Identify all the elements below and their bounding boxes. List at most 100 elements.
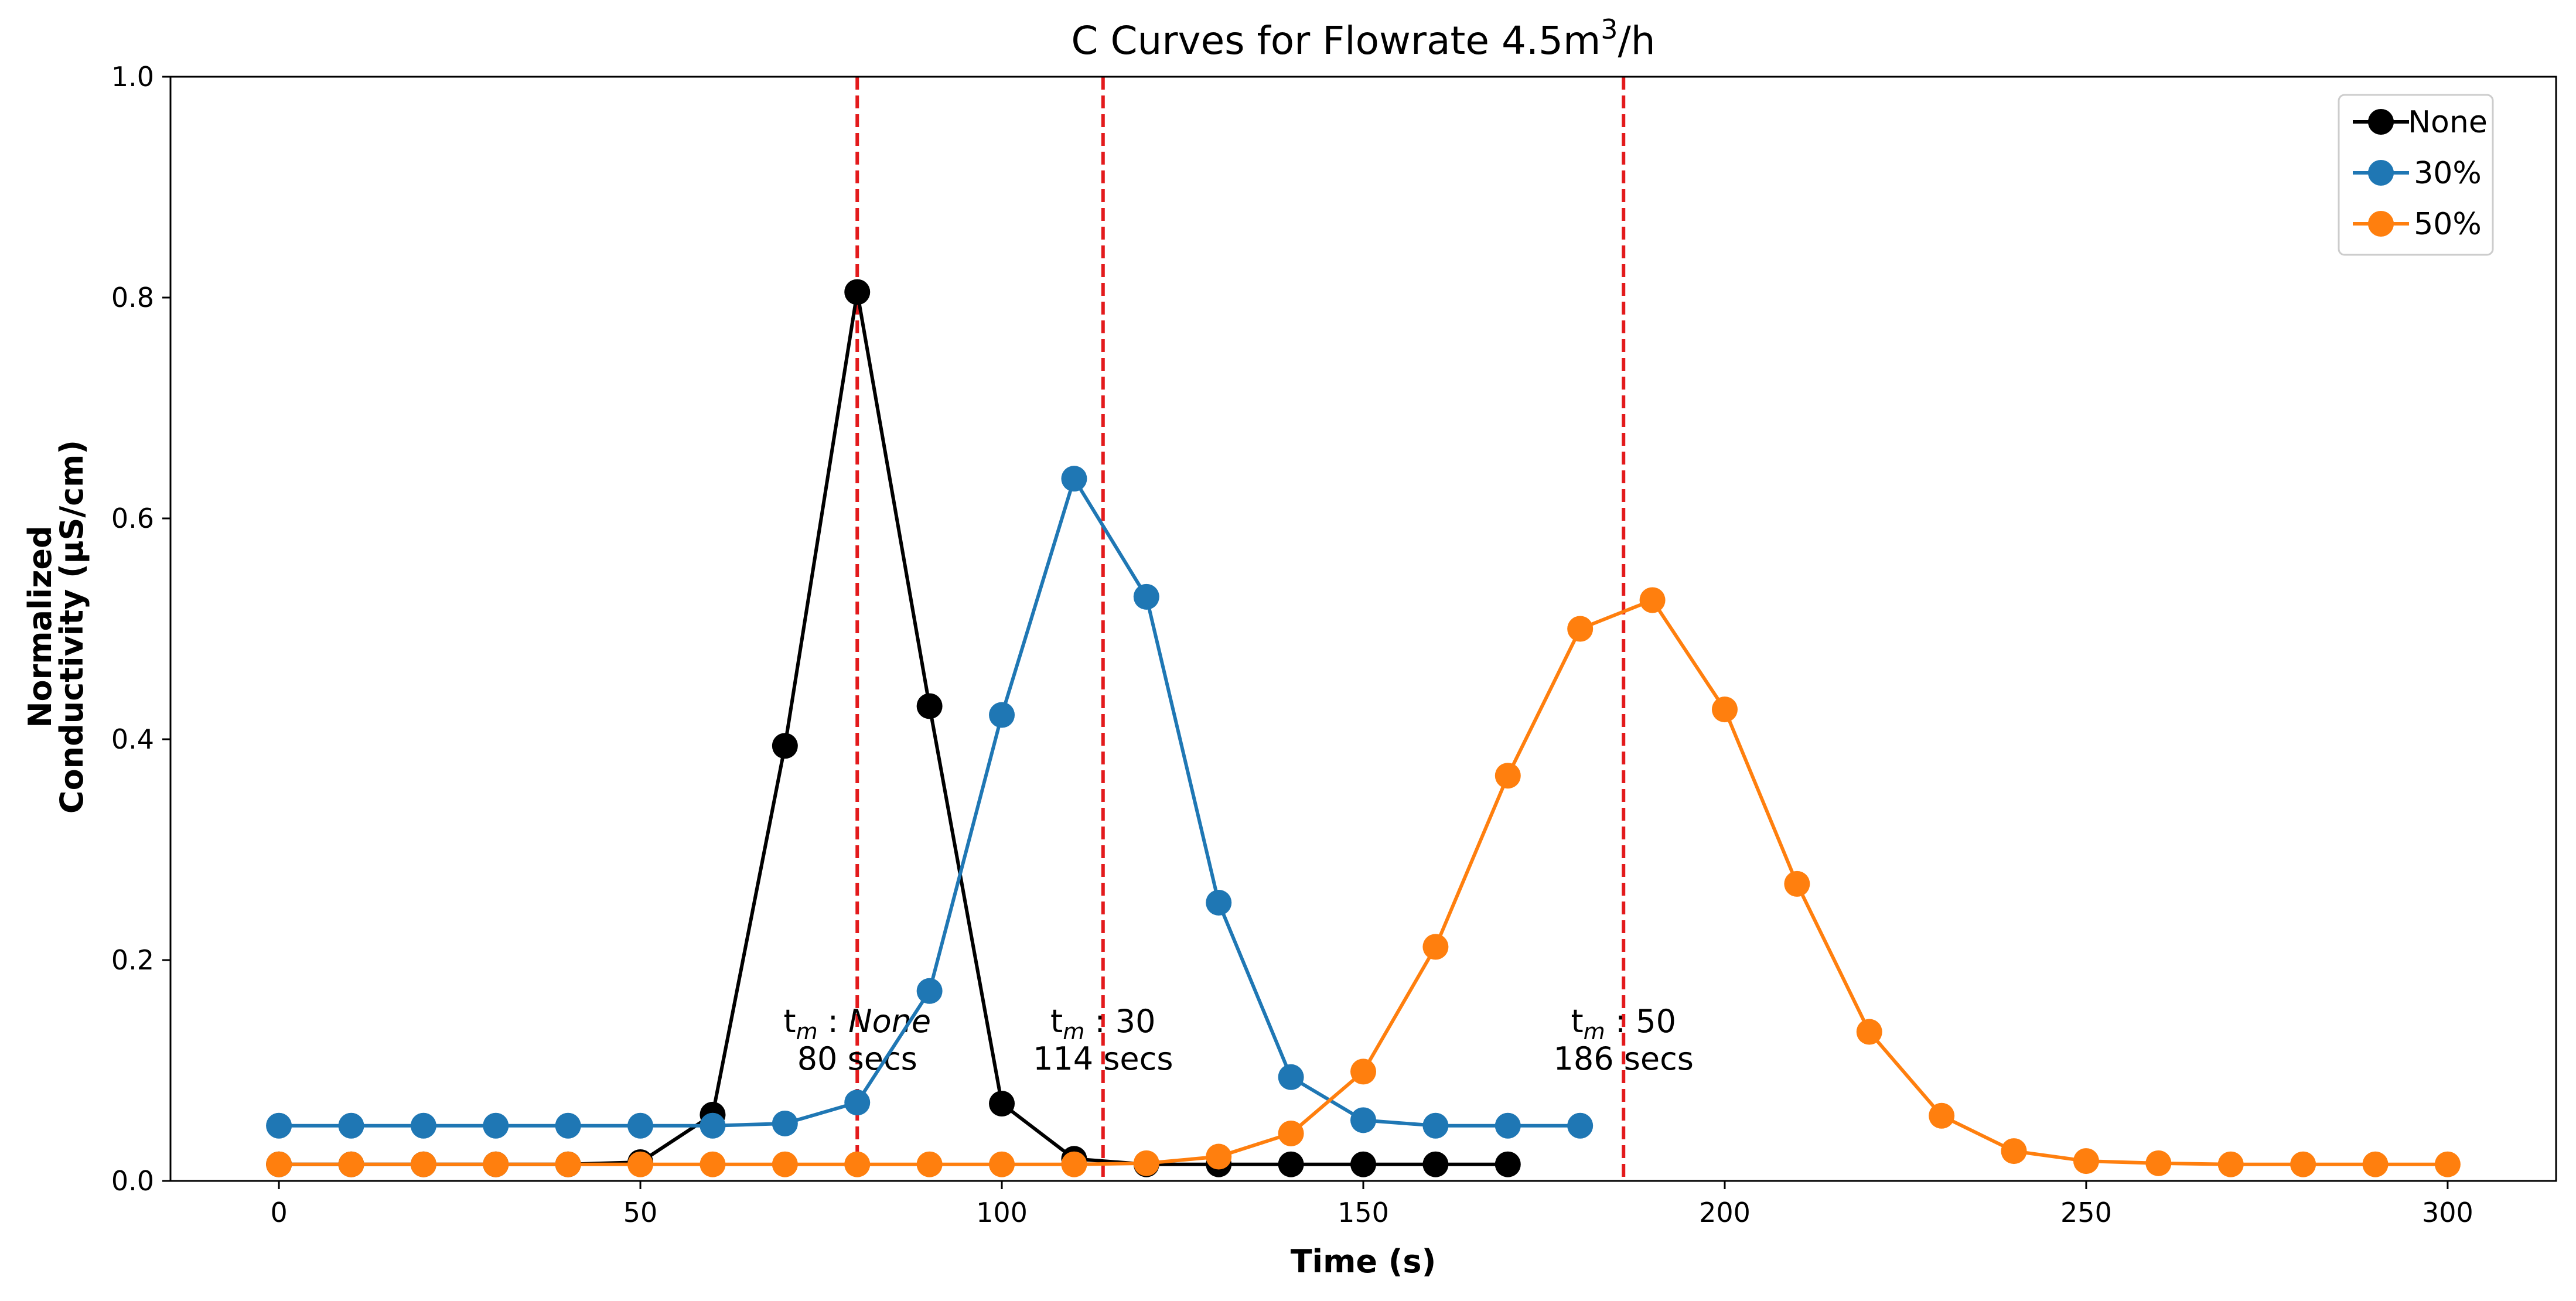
data-point — [700, 1112, 726, 1139]
y-tick-label: 0.0 — [111, 1165, 154, 1197]
tm-label-separator: : — [818, 1003, 849, 1040]
data-point — [266, 1151, 292, 1177]
data-point — [555, 1151, 581, 1177]
data-point — [1422, 934, 1449, 960]
data-point — [2073, 1148, 2099, 1174]
y-tick-label: 1.0 — [111, 61, 154, 93]
data-point — [1133, 1150, 1159, 1176]
data-point — [2362, 1151, 2389, 1177]
data-point — [1278, 1151, 1304, 1177]
tm-label-line1: tm : 50 — [1571, 1003, 1676, 1044]
data-point — [2001, 1138, 2027, 1165]
data-point — [410, 1151, 436, 1177]
tm-label-line2: 186 secs — [1554, 1040, 1694, 1077]
data-point — [989, 702, 1015, 728]
data-point — [989, 1091, 1015, 1117]
chart-title-main: C Curves for Flowrate 4.5m — [1071, 18, 1601, 63]
x-axis-label: Time (s) — [1291, 1243, 1437, 1280]
data-point — [989, 1151, 1015, 1177]
tm-label-prefix: t — [1050, 1003, 1063, 1040]
data-point — [916, 978, 943, 1004]
data-point — [1929, 1102, 1955, 1129]
chart-title-text: C Curves for Flowrate 4.5m3/h — [1071, 13, 1655, 63]
x-tick-label: 0 — [270, 1197, 287, 1228]
data-point — [1567, 1112, 1594, 1139]
axes — [169, 76, 2557, 1182]
tm-label-prefix: t — [783, 1003, 796, 1040]
legend-entry-None: None — [2353, 105, 2488, 140]
series-layer — [266, 279, 2461, 1177]
data-point — [1133, 583, 1159, 610]
tm-label-subscript: m — [796, 1019, 818, 1044]
data-point — [2145, 1150, 2172, 1176]
legend-marker — [2368, 211, 2394, 237]
y-axis-label-line2: Conductivity (µS/cm) — [53, 440, 90, 814]
data-point — [1422, 1151, 1449, 1177]
data-point — [1350, 1151, 1376, 1177]
x-tick-label: 300 — [2422, 1197, 2473, 1228]
series-50% — [266, 587, 2461, 1177]
data-point — [1784, 870, 1810, 897]
chart-title: C Curves for Flowrate 4.5m3/h — [1071, 13, 1655, 63]
data-point — [916, 693, 943, 719]
legend: None 30% 50% — [2338, 94, 2494, 256]
data-point — [1639, 587, 1666, 613]
data-point — [627, 1151, 654, 1177]
y-tick-label: 0.6 — [111, 503, 154, 534]
tm-label-line2: 114 secs — [1033, 1040, 1173, 1077]
y-axis-ticks: 0.0 0.2 0.4 0.6 0.8 1.0 — [111, 61, 170, 1197]
series-30% — [266, 466, 1594, 1139]
x-tick-label: 150 — [1338, 1197, 1389, 1228]
data-point — [1206, 889, 1232, 916]
data-point — [1711, 696, 1738, 723]
legend-entry-50%: 50% — [2353, 207, 2482, 242]
data-point — [844, 1151, 871, 1177]
legend-marker — [2368, 160, 2394, 186]
data-point — [2290, 1151, 2316, 1177]
data-point — [772, 1110, 798, 1136]
data-point — [627, 1112, 654, 1139]
y-tick-label: 0.8 — [111, 282, 154, 313]
legend-label: 50% — [2414, 207, 2482, 242]
tm-label-name: 50 — [1636, 1003, 1676, 1040]
data-point — [844, 279, 871, 305]
legend-marker — [2368, 109, 2394, 135]
y-axis-label-line1: Normalized — [22, 525, 59, 728]
data-point — [772, 1151, 798, 1177]
x-tick-label: 50 — [623, 1197, 658, 1228]
data-point — [1278, 1120, 1304, 1146]
chart-title-tail: /h — [1618, 18, 1656, 63]
data-point — [844, 1090, 871, 1116]
data-point — [338, 1151, 364, 1177]
tm-label-separator: : — [1605, 1003, 1636, 1040]
x-tick-label: 250 — [2060, 1197, 2112, 1228]
tm-label-line1: tm : 30 — [1050, 1003, 1155, 1044]
y-tick-label: 0.2 — [111, 944, 154, 976]
legend-label: 30% — [2414, 156, 2482, 191]
data-point — [2217, 1151, 2244, 1177]
data-point — [1278, 1064, 1304, 1090]
data-point — [700, 1151, 726, 1177]
data-point — [1495, 1112, 1521, 1139]
tm-label-subscript: m — [1063, 1019, 1084, 1044]
data-point — [772, 733, 798, 759]
data-point — [1061, 466, 1087, 492]
data-point — [1422, 1112, 1449, 1139]
data-point — [1856, 1019, 1882, 1045]
data-point — [1495, 763, 1521, 789]
data-point — [555, 1112, 581, 1139]
data-point — [1061, 1151, 1087, 1177]
data-point — [1495, 1151, 1521, 1177]
data-point — [410, 1112, 436, 1139]
tm-label-name: 30 — [1115, 1003, 1156, 1040]
data-point — [266, 1112, 292, 1139]
y-tick-label: 0.4 — [111, 723, 154, 755]
data-point — [338, 1112, 364, 1139]
data-point — [2434, 1151, 2461, 1177]
data-point — [483, 1112, 509, 1139]
data-point — [1350, 1058, 1376, 1085]
tm-label-subscript: m — [1584, 1019, 1605, 1044]
data-point — [916, 1151, 943, 1177]
